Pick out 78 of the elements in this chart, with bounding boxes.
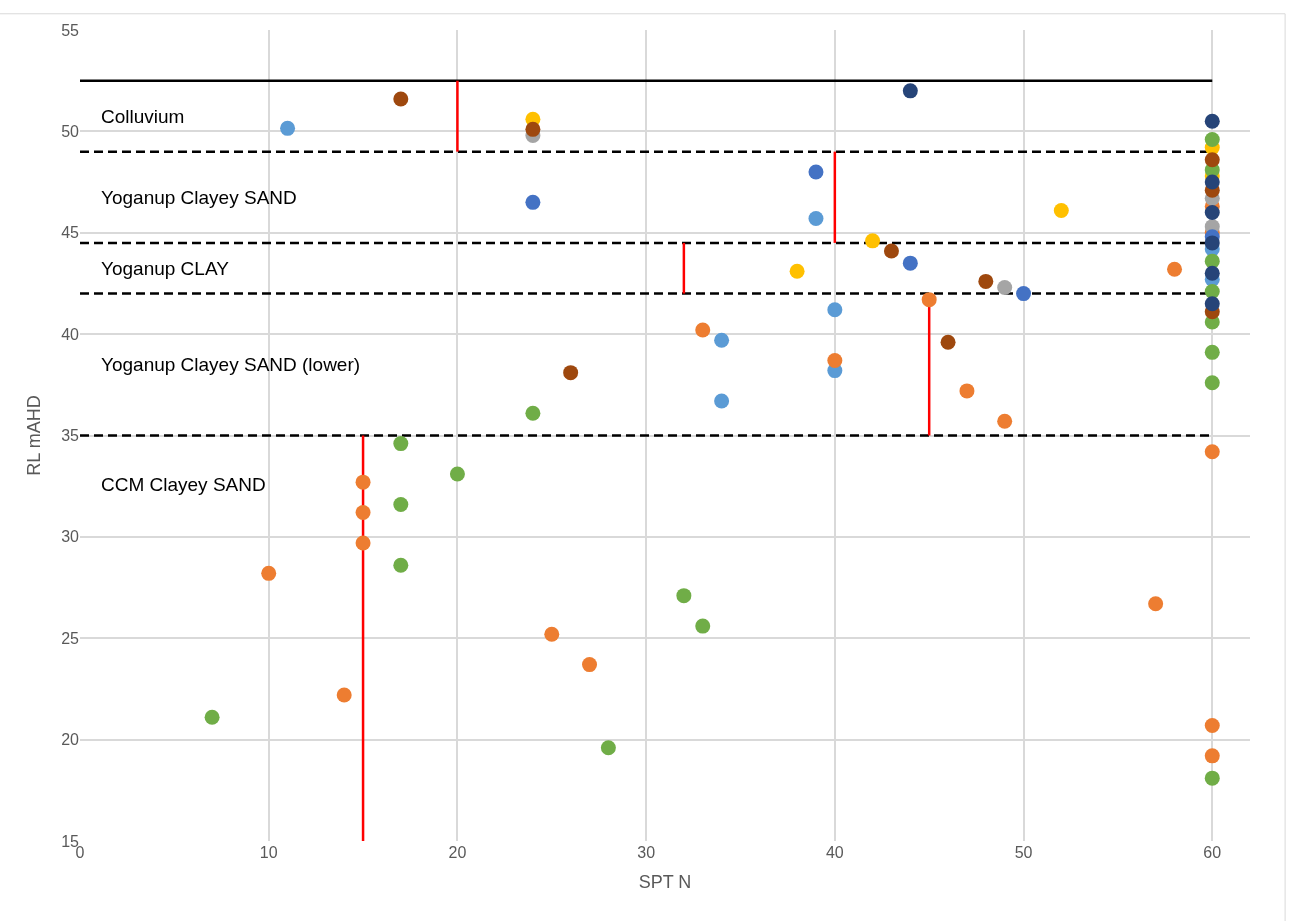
y-tick-label: 45 bbox=[61, 224, 80, 242]
point bbox=[1167, 261, 1183, 277]
annotation: Colluvium bbox=[101, 106, 185, 127]
point bbox=[525, 405, 541, 421]
point bbox=[355, 505, 371, 521]
point bbox=[1204, 113, 1220, 129]
point bbox=[1016, 286, 1032, 302]
point bbox=[1204, 296, 1220, 312]
y-tick-label: 25 bbox=[61, 629, 80, 647]
point bbox=[563, 365, 579, 381]
y-tick-label: 40 bbox=[61, 325, 80, 343]
x-tick-label: 30 bbox=[637, 844, 656, 861]
point bbox=[827, 302, 843, 318]
point bbox=[676, 588, 692, 604]
point bbox=[525, 121, 541, 137]
annotation: CCM Clayey SAND bbox=[101, 474, 266, 495]
point bbox=[827, 352, 843, 368]
point bbox=[336, 687, 352, 703]
point bbox=[997, 279, 1013, 295]
point bbox=[544, 626, 560, 642]
point bbox=[714, 332, 730, 348]
point bbox=[1204, 152, 1220, 168]
point bbox=[449, 466, 465, 482]
point bbox=[393, 91, 409, 107]
point bbox=[714, 393, 730, 409]
point bbox=[600, 740, 616, 756]
annotation: Yoganup CLAY bbox=[101, 258, 230, 279]
point bbox=[261, 565, 277, 581]
point bbox=[789, 263, 805, 279]
y-tick-label: 55 bbox=[61, 21, 80, 39]
point bbox=[280, 120, 296, 136]
point bbox=[1204, 375, 1220, 391]
point bbox=[902, 83, 918, 99]
point bbox=[695, 618, 711, 634]
point bbox=[1204, 344, 1220, 360]
y-tick-label: 30 bbox=[61, 528, 80, 546]
x-tick-label: 40 bbox=[825, 844, 844, 861]
point bbox=[808, 164, 824, 180]
y-tick-label: 35 bbox=[61, 427, 80, 445]
x-tick-label: 60 bbox=[1203, 844, 1222, 861]
point bbox=[1204, 284, 1220, 300]
point bbox=[1204, 717, 1220, 733]
point bbox=[940, 334, 956, 350]
annotation: Yoganup Clayey SAND bbox=[101, 187, 297, 208]
point bbox=[978, 273, 994, 289]
point bbox=[865, 233, 881, 249]
point bbox=[1204, 131, 1220, 147]
point bbox=[1204, 770, 1220, 786]
point bbox=[1204, 204, 1220, 220]
y-tick-label: 50 bbox=[61, 122, 80, 140]
point bbox=[393, 557, 409, 573]
x-tick-label: 10 bbox=[259, 844, 278, 861]
x-axis-title: SPT N bbox=[638, 872, 692, 893]
point bbox=[204, 709, 220, 725]
point bbox=[355, 535, 371, 551]
point bbox=[883, 243, 899, 259]
x-tick-label: 50 bbox=[1014, 844, 1033, 861]
annotation: Yoganup Clayey SAND (lower) bbox=[101, 354, 361, 375]
x-tick-label: 20 bbox=[448, 844, 467, 861]
point bbox=[1204, 444, 1220, 460]
point bbox=[1204, 235, 1220, 251]
point bbox=[355, 474, 371, 490]
point bbox=[695, 322, 711, 338]
point bbox=[582, 657, 598, 673]
point bbox=[808, 211, 824, 227]
point bbox=[1204, 265, 1220, 281]
point bbox=[1148, 596, 1164, 612]
point bbox=[393, 496, 409, 512]
point bbox=[393, 436, 409, 452]
point bbox=[1204, 748, 1220, 764]
point bbox=[902, 255, 918, 271]
y-tick-label: 20 bbox=[61, 731, 80, 749]
point bbox=[959, 383, 975, 399]
point bbox=[921, 292, 937, 308]
point bbox=[525, 194, 541, 210]
point bbox=[1053, 202, 1069, 218]
point bbox=[997, 413, 1013, 429]
y-axis-title: RL mAHD bbox=[24, 395, 45, 476]
